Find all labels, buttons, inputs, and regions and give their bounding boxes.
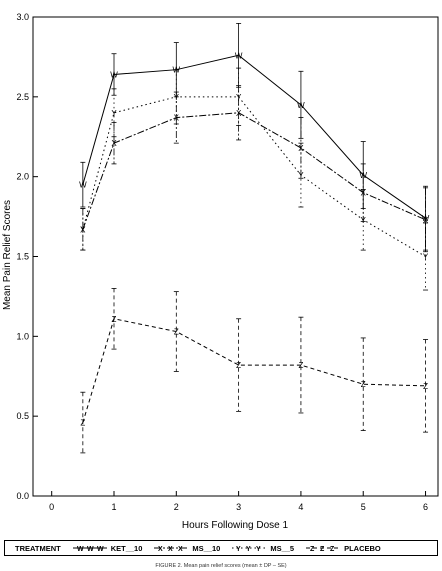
data-point: X bbox=[80, 225, 86, 234]
x-tick-label: 4 bbox=[298, 502, 303, 512]
x-tick-label: 5 bbox=[361, 502, 366, 512]
legend-label-ms-10: MS__10 bbox=[192, 543, 221, 553]
error-bar bbox=[111, 88, 117, 138]
x-axis-ticks: 0 1 2 3 4 5 6 bbox=[49, 491, 428, 512]
data-point: Y bbox=[298, 171, 304, 180]
series-group: WWWWWWWXXXXXXXYYYYYYYZZZZZZZ bbox=[79, 22, 430, 454]
y-tick-label: 0.0 bbox=[16, 491, 29, 501]
y-tick-label: 1.5 bbox=[16, 252, 29, 262]
data-point: Y bbox=[423, 253, 429, 262]
x-tick-label: 1 bbox=[111, 502, 116, 512]
y-axis-label: Mean Pain Relief Scores bbox=[2, 200, 13, 310]
data-point: W bbox=[110, 70, 118, 79]
error-bar bbox=[236, 67, 242, 126]
data-point: Z bbox=[236, 361, 241, 370]
data-point: Y bbox=[80, 225, 86, 234]
legend-label-ket-10: KET__10 bbox=[110, 543, 143, 553]
legend-item-ms-10: X X X MS__10 bbox=[154, 544, 220, 553]
svg-text:Z: Z bbox=[330, 546, 335, 552]
plot-frame bbox=[32, 16, 439, 497]
x-tick-label: 6 bbox=[423, 502, 428, 512]
svg-text:Z: Z bbox=[320, 546, 325, 552]
series-line bbox=[82, 54, 426, 219]
error-bar bbox=[111, 121, 117, 165]
error-bar bbox=[423, 339, 429, 433]
y-axis-ticks: 0.0 0.5 1.0 1.5 2.0 2.5 3.0 bbox=[16, 12, 38, 501]
data-point: W bbox=[235, 51, 243, 60]
y-tick-label: 2.0 bbox=[16, 172, 29, 182]
x-tick-label: 0 bbox=[49, 502, 54, 512]
error-bar bbox=[360, 189, 366, 251]
x-tick-label: 3 bbox=[236, 502, 241, 512]
data-point: X bbox=[111, 139, 117, 148]
data-point: Z bbox=[298, 361, 303, 370]
legend-swatch-placebo: Z Z Z bbox=[306, 546, 341, 552]
series-line bbox=[82, 112, 426, 230]
svg-text:Y: Y bbox=[256, 546, 261, 552]
data-point: Z bbox=[361, 380, 366, 389]
svg-text:X: X bbox=[178, 546, 183, 552]
data-point: X bbox=[361, 189, 367, 198]
data-point: Z bbox=[112, 315, 117, 324]
svg-text:W: W bbox=[87, 546, 94, 552]
legend-label-ms-5: MS__5 bbox=[270, 543, 295, 553]
x-tick-label: 2 bbox=[174, 502, 179, 512]
data-point: Y bbox=[111, 109, 117, 118]
legend-item-ms-5: Y Y Y MS__5 bbox=[232, 544, 294, 553]
y-tick-label: 2.5 bbox=[16, 92, 29, 102]
y-tick-label: 0.5 bbox=[16, 411, 29, 421]
svg-text:X: X bbox=[168, 546, 173, 552]
y-tick-label: 3.0 bbox=[16, 12, 29, 22]
data-point: Y bbox=[236, 93, 242, 102]
svg-text:Z: Z bbox=[310, 546, 315, 552]
series-line bbox=[82, 318, 426, 423]
svg-text:Y: Y bbox=[236, 546, 241, 552]
error-bar bbox=[423, 222, 429, 291]
legend-swatch-ket-10: W W W bbox=[72, 546, 107, 552]
legend-title: TREATMENT bbox=[15, 543, 61, 553]
svg-text:Y: Y bbox=[246, 546, 251, 552]
svg-text:X: X bbox=[158, 546, 163, 552]
legend-swatch-ms-10: X X X bbox=[154, 546, 189, 552]
data-point: X bbox=[174, 114, 180, 123]
data-point: Y bbox=[361, 216, 367, 225]
data-point: Z bbox=[174, 328, 179, 337]
error-bar bbox=[360, 337, 366, 431]
y-tick-label: 1.0 bbox=[16, 331, 29, 341]
x-axis-label: Hours Following Dose 1 bbox=[182, 520, 289, 531]
legend-label-placebo: PLACEBO bbox=[344, 543, 381, 553]
data-point: W bbox=[359, 171, 367, 180]
legend-item-ket-10: W W W KET__10 bbox=[72, 543, 143, 553]
data-point: W bbox=[79, 181, 87, 190]
svg-text:W: W bbox=[97, 546, 104, 552]
legend-swatch-ms-5: Y Y Y bbox=[232, 546, 267, 552]
legend-item-placebo: Z Z Z PLACEBO bbox=[306, 544, 381, 553]
data-point: W bbox=[297, 101, 305, 110]
error-bar bbox=[173, 91, 179, 144]
data-point: X bbox=[423, 216, 429, 225]
error-bar bbox=[236, 318, 242, 412]
series-line bbox=[82, 96, 426, 257]
series-ms-10: XXXXXXX bbox=[80, 85, 429, 253]
series-placebo: Z Z Z Z Z Z Z bbox=[80, 288, 429, 454]
series-ms-5: Y Y Y Y Y Y Y bbox=[80, 67, 429, 291]
error-bar bbox=[298, 316, 304, 414]
data-point: Z bbox=[80, 419, 85, 428]
legend: TREATMENT W W W KET__10 X X X MS__10 Y Y… bbox=[4, 540, 438, 556]
figure-caption: FIGURE 2. Mean pain relief scores (mean … bbox=[155, 563, 287, 569]
error-bar bbox=[80, 208, 86, 251]
data-point: Y bbox=[174, 93, 180, 102]
error-bar bbox=[173, 291, 179, 372]
svg-text:W: W bbox=[77, 546, 84, 552]
data-point: Z bbox=[423, 382, 428, 391]
